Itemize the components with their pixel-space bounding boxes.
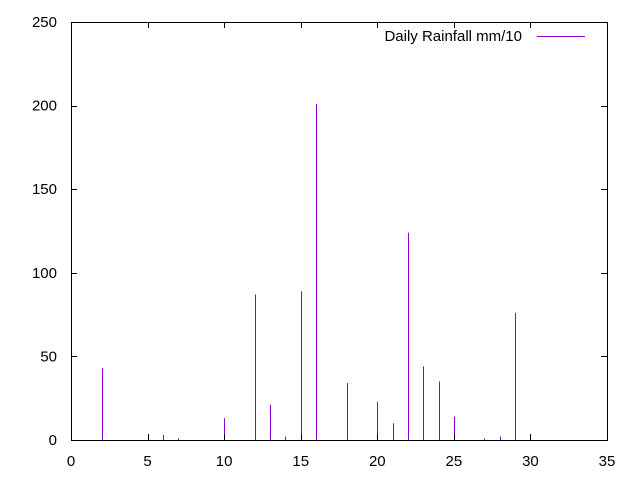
legend-label: Daily Rainfall mm/10 bbox=[384, 28, 522, 45]
x-tick-label: 5 bbox=[143, 453, 151, 470]
y-tick-label: 100 bbox=[32, 265, 57, 282]
x-tick-label: 25 bbox=[446, 453, 463, 470]
y-tick-label: 50 bbox=[40, 348, 57, 365]
legend: Daily Rainfall mm/10 bbox=[384, 28, 585, 45]
y-tick-label: 200 bbox=[32, 98, 57, 115]
y-tick-label: 0 bbox=[49, 432, 57, 449]
axis-ticks bbox=[71, 22, 608, 441]
y-tick-label: 250 bbox=[32, 14, 57, 31]
y-tick-label: 150 bbox=[32, 181, 57, 198]
x-tick-label: 10 bbox=[216, 453, 233, 470]
x-tick-label: 35 bbox=[599, 453, 616, 470]
x-tick-label: 20 bbox=[369, 453, 386, 470]
axis-tick-labels: 0 50 100 150 200 250 0 5 10 15 20 25 30 35 bbox=[32, 14, 615, 470]
impulse-series bbox=[102, 103, 531, 440]
x-tick-label: 30 bbox=[522, 453, 539, 470]
x-tick-label: 0 bbox=[67, 453, 75, 470]
x-tick-label: 15 bbox=[292, 453, 309, 470]
plot-frame bbox=[71, 22, 608, 441]
